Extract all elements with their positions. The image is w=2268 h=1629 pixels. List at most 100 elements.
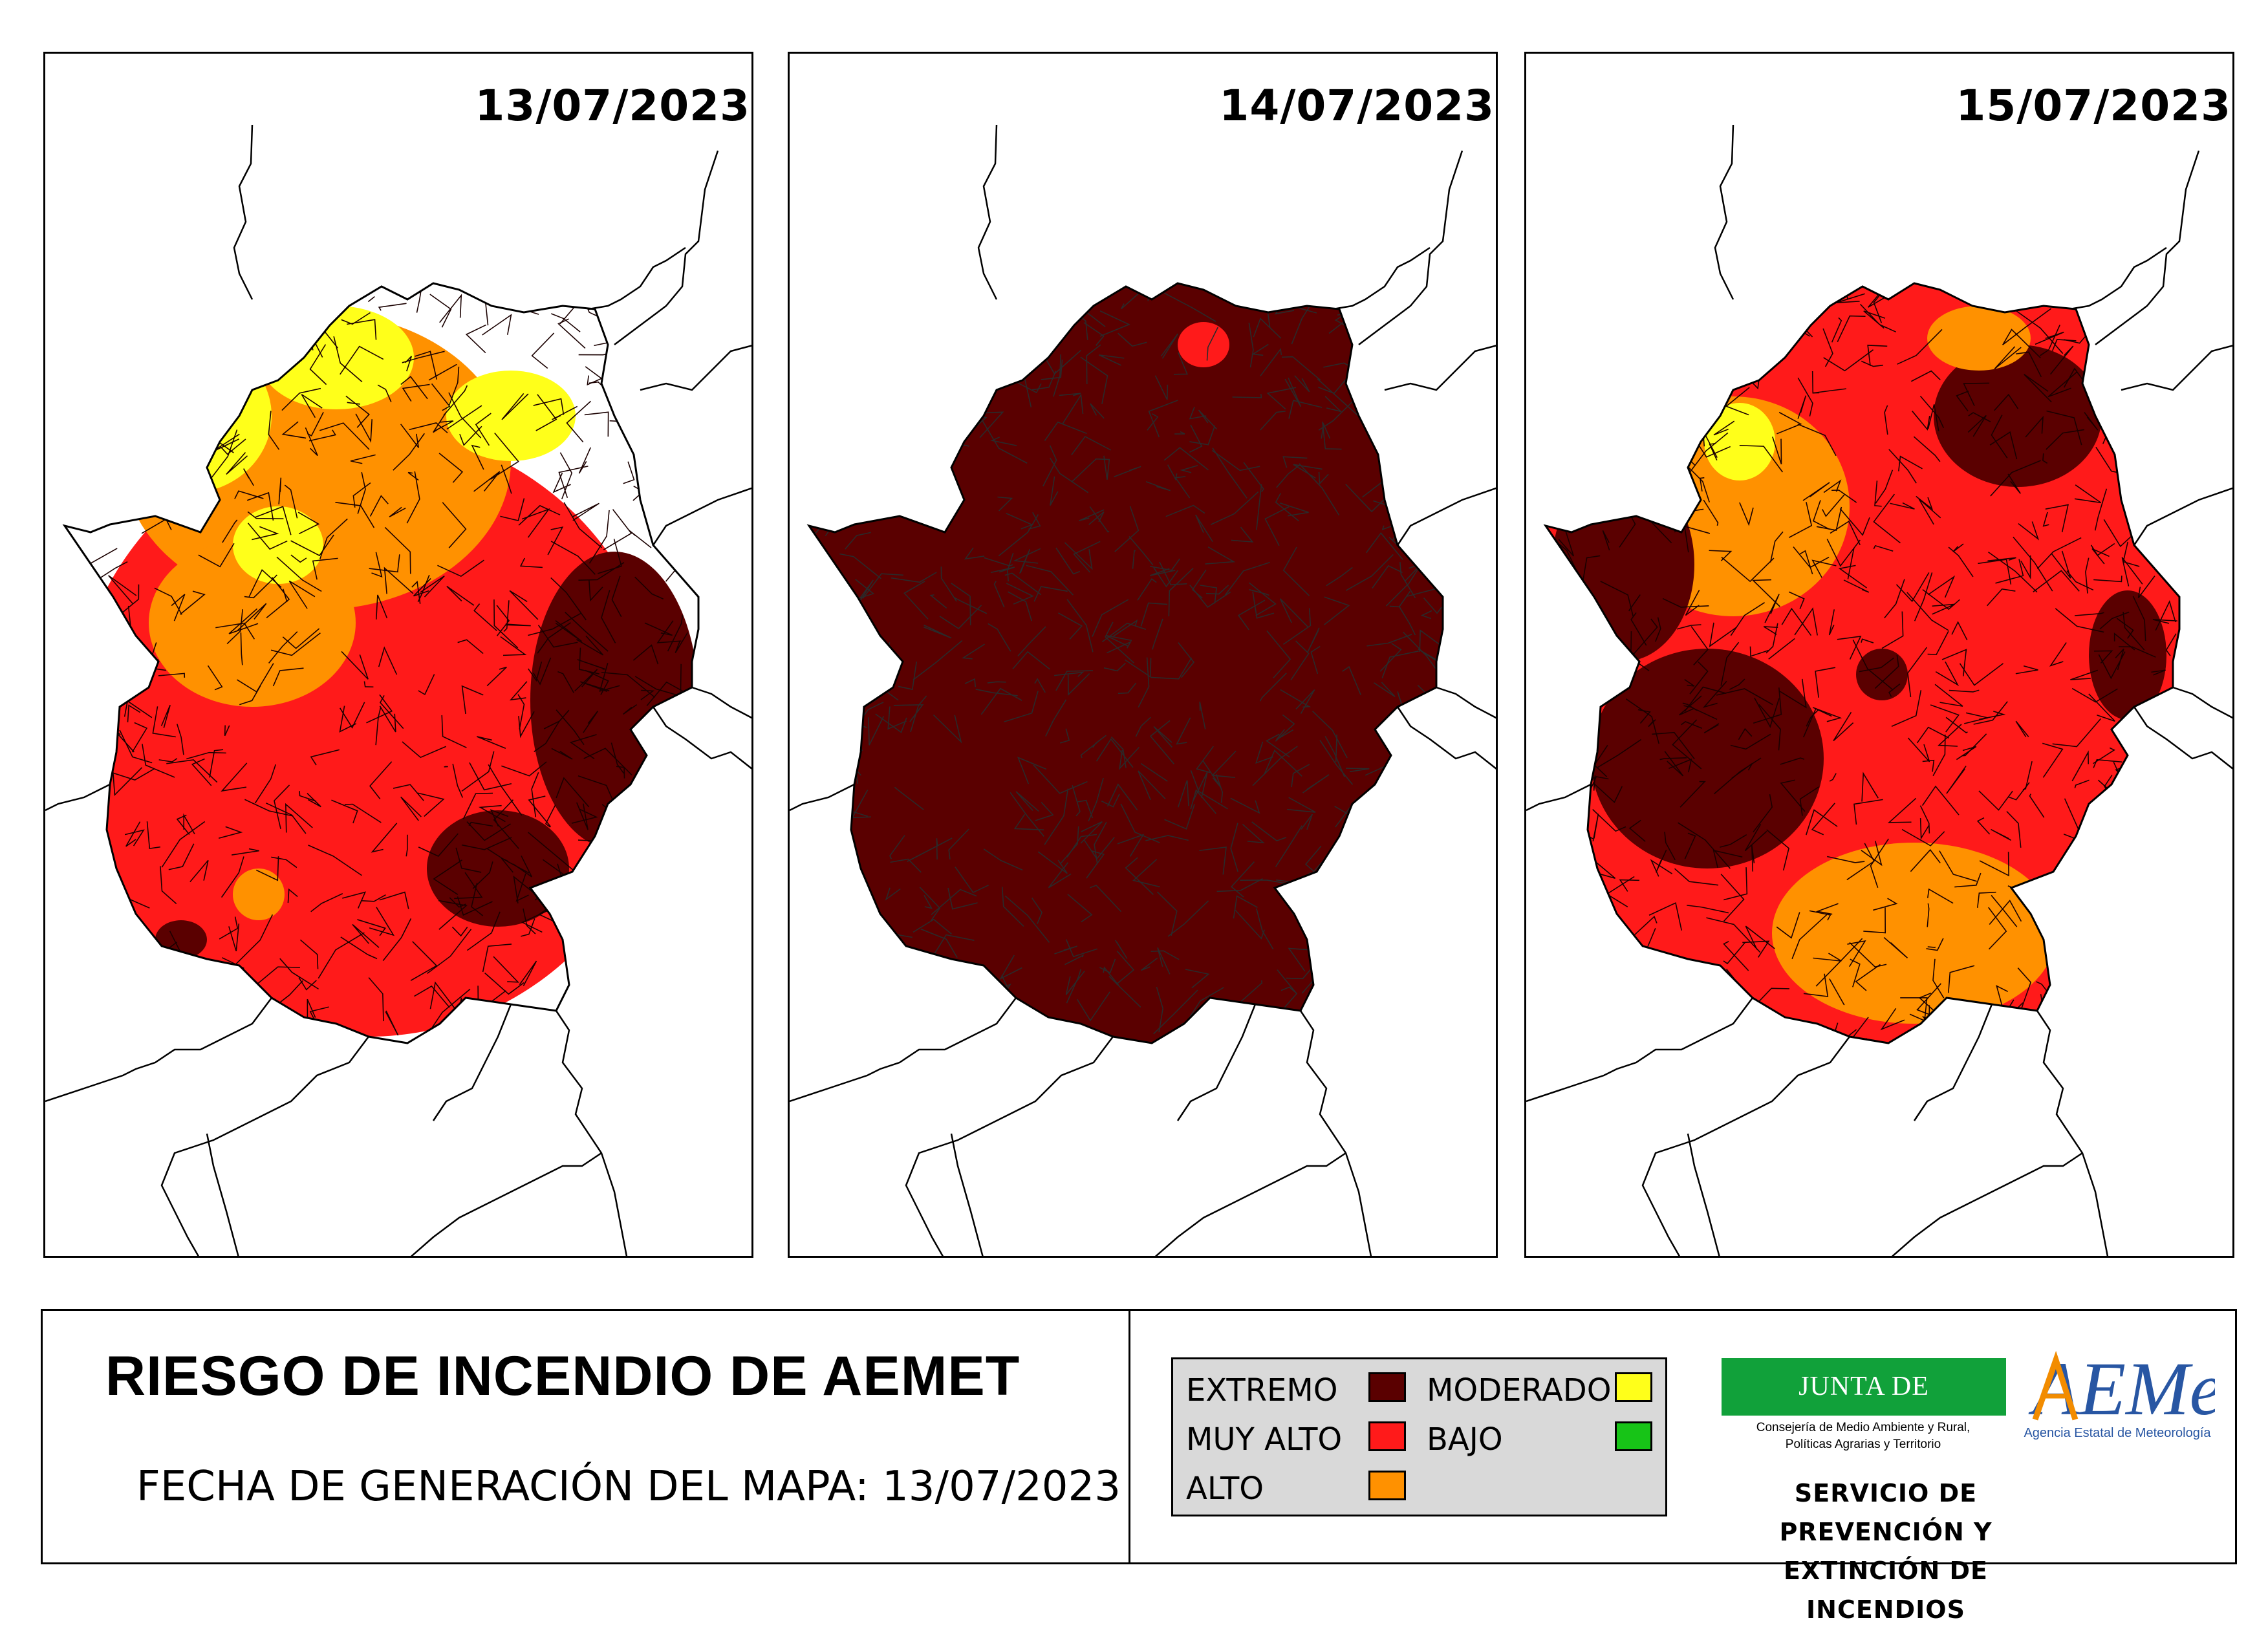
municipality-line xyxy=(1655,617,1661,642)
municipality-line xyxy=(1388,413,1412,462)
municipality-line xyxy=(1785,283,1796,319)
municipality-line xyxy=(402,741,447,759)
municipality-line xyxy=(1044,788,1069,845)
municipality-line xyxy=(158,758,178,762)
municipality-line xyxy=(1723,867,1748,901)
municipality-line xyxy=(1739,502,1754,526)
municipality-line xyxy=(934,988,956,1022)
municipality-line xyxy=(1302,774,1330,793)
municipality-line xyxy=(461,751,495,792)
municipality-line xyxy=(565,612,609,652)
municipality-line xyxy=(647,843,674,854)
municipality-line xyxy=(640,689,655,700)
municipality-line xyxy=(1988,907,2007,950)
risk-zone-darkred-10 xyxy=(155,920,207,959)
municipality-line xyxy=(1806,809,1838,836)
map-date: 15/07/2023 xyxy=(1956,81,2231,131)
municipality-line xyxy=(486,847,530,874)
municipality-line xyxy=(1946,765,1967,794)
municipality-line xyxy=(550,577,587,621)
municipality-line xyxy=(1963,382,1990,406)
municipality-line xyxy=(815,579,841,631)
municipality-line xyxy=(1873,898,1898,911)
municipality-line xyxy=(543,709,570,729)
municipality-line xyxy=(1324,396,1343,413)
municipality-line xyxy=(81,819,96,836)
municipality-line xyxy=(923,420,951,451)
municipality-line xyxy=(146,821,161,850)
municipality-line xyxy=(2090,837,2117,867)
municipality-line xyxy=(990,566,1015,574)
municipality-line xyxy=(1032,298,1042,323)
municipality-line xyxy=(1331,930,1363,955)
municipality-line xyxy=(998,327,1022,349)
municipality-line xyxy=(1264,506,1290,546)
municipality-line xyxy=(1919,818,1930,840)
municipality-line xyxy=(369,495,389,517)
municipality-line xyxy=(2022,761,2033,790)
municipality-line xyxy=(1174,476,1191,499)
municipality-line xyxy=(695,989,698,1011)
municipality-line xyxy=(2160,894,2179,939)
municipality-line xyxy=(310,893,343,912)
municipality-line xyxy=(112,767,143,796)
municipality-line xyxy=(1652,731,1695,760)
municipality-line xyxy=(161,821,206,868)
municipality-line xyxy=(1059,393,1081,396)
municipality-line xyxy=(247,511,284,519)
municipality-line xyxy=(1553,777,1566,815)
municipality-line xyxy=(1546,1023,1557,1043)
municipality-line xyxy=(1779,678,1807,709)
municipality-line xyxy=(1813,953,1842,962)
municipality-line xyxy=(528,832,574,871)
municipality-line xyxy=(500,498,525,521)
municipality-line xyxy=(809,623,843,654)
municipality-line xyxy=(2181,900,2203,914)
municipality-line xyxy=(1934,1010,1954,1043)
municipality-line xyxy=(1681,720,1703,729)
municipality-line xyxy=(896,955,940,998)
municipality-line xyxy=(947,331,966,350)
municipality-line xyxy=(907,493,914,515)
municipality-line xyxy=(1815,938,1863,987)
municipality-line xyxy=(2055,608,2104,633)
municipality-line xyxy=(2046,429,2084,450)
municipality-line xyxy=(131,298,140,336)
municipality-line xyxy=(1255,741,1273,764)
municipality-line xyxy=(2172,807,2179,818)
municipality-line xyxy=(112,439,136,455)
municipality-line xyxy=(569,734,597,759)
municipality-line xyxy=(219,826,243,839)
municipality-line xyxy=(1788,502,1813,538)
municipality-line xyxy=(282,588,288,603)
municipality-line xyxy=(634,576,664,599)
municipality-line xyxy=(2002,329,2041,358)
municipality-line xyxy=(160,866,177,905)
municipality-line xyxy=(473,471,501,492)
municipality-line xyxy=(108,575,137,605)
municipality-line xyxy=(455,847,482,873)
municipality-line xyxy=(1816,506,1842,531)
municipality-line xyxy=(1948,965,1975,993)
municipality-line xyxy=(1623,953,1648,965)
municipality-line xyxy=(171,594,186,621)
neighbour-border-4 xyxy=(1396,487,1496,546)
municipality-line xyxy=(1092,599,1129,637)
municipality-line xyxy=(2071,687,2118,703)
municipality-line xyxy=(576,283,612,323)
municipality-line xyxy=(817,727,837,744)
municipality-line xyxy=(1006,583,1034,605)
municipality-line xyxy=(1853,799,1883,825)
municipality-line xyxy=(2124,979,2157,1004)
municipality-line xyxy=(2118,892,2161,922)
municipality-line xyxy=(228,608,259,634)
municipality-line xyxy=(1600,581,1634,617)
municipality-line xyxy=(1189,406,1207,420)
municipality-line xyxy=(1006,513,1033,530)
municipality-line xyxy=(379,695,404,729)
municipality-line xyxy=(633,879,655,900)
neighbour-border-3 xyxy=(2121,345,2232,391)
municipality-line xyxy=(589,381,611,394)
municipality-line xyxy=(1152,618,1163,650)
municipality-line xyxy=(96,655,117,677)
